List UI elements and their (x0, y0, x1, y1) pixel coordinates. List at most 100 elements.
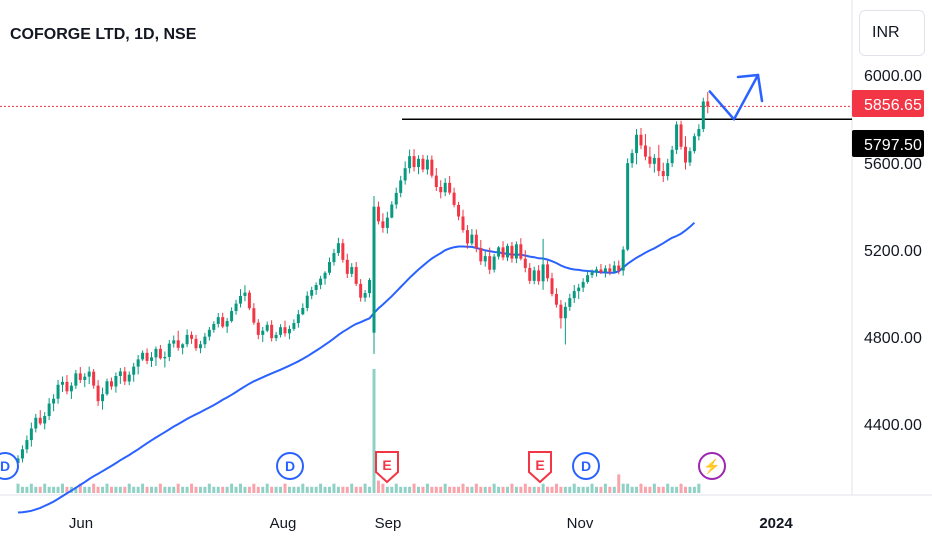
candle-body (283, 327, 287, 334)
volume-bar (612, 486, 616, 493)
currency-selector[interactable]: INR (859, 10, 925, 56)
y-tick: 4800.00 (864, 330, 922, 347)
candle-body (292, 323, 296, 329)
volume-bar (363, 483, 367, 493)
candle-body (123, 371, 127, 382)
volume-bar (56, 486, 60, 493)
y-axis-ticks: 6000.00 5600.00 5200.00 4800.00 4400.00 (864, 68, 922, 434)
volume-bar (274, 486, 278, 493)
dividend-marker[interactable]: D (0, 452, 19, 480)
volume-bar (635, 486, 639, 493)
candle-body (439, 187, 443, 193)
candle-body (563, 306, 567, 319)
candle-body (261, 330, 265, 335)
earnings-icon: E (535, 457, 544, 473)
candle-body (688, 151, 692, 163)
volume-bar (541, 483, 545, 493)
volume-bar (194, 486, 198, 493)
split-marker[interactable]: ⚡ (698, 452, 726, 480)
candle-body (158, 348, 162, 359)
volume-bar (216, 486, 220, 493)
candle-body (145, 352, 149, 361)
candle-body (16, 458, 20, 464)
candle-body (336, 243, 340, 254)
candle-body (465, 230, 469, 244)
candle-body (25, 440, 29, 450)
candle-body (417, 158, 420, 168)
candle-body (270, 324, 274, 339)
candle-body (559, 304, 563, 319)
candles (16, 92, 710, 469)
candle-body (586, 275, 590, 282)
volume-bar (132, 486, 136, 493)
volume-bar (61, 483, 64, 493)
candle-body (34, 417, 38, 429)
volume-bar (688, 486, 692, 493)
volume-bar (652, 483, 656, 493)
volume-bar (528, 486, 532, 493)
volume-bar (492, 483, 496, 493)
volume-bar (461, 483, 465, 493)
candle-body (212, 323, 216, 330)
volume-bar (474, 483, 478, 493)
candle-body (675, 124, 679, 150)
candle-body (532, 270, 536, 281)
volume-bar (417, 486, 420, 493)
volume-bar (212, 486, 216, 493)
volume-bar (176, 483, 180, 493)
volume-bar (523, 483, 527, 493)
earnings-marker[interactable]: E (375, 451, 399, 484)
volume-bar (305, 486, 309, 493)
volume-bar (270, 486, 274, 493)
candle-body (612, 265, 616, 272)
volume-bar (554, 483, 558, 493)
volume-bar (546, 486, 550, 493)
candle-body (630, 153, 634, 164)
x-tick: Aug (270, 515, 297, 532)
event-markers[interactable]: D D E E D ⚡ (0, 451, 726, 484)
volume-bar (145, 486, 149, 493)
candle-body (639, 134, 643, 146)
candle-body (452, 192, 456, 205)
candle-body (483, 256, 487, 262)
candle-body (448, 182, 452, 193)
volume-bar (332, 483, 336, 493)
candle-body (394, 192, 398, 205)
volume-bar (572, 483, 576, 493)
volume-bar (443, 483, 447, 493)
volume-bar (595, 486, 598, 493)
volume-bar (368, 486, 372, 493)
volume-bar (141, 483, 145, 493)
candle-body (38, 417, 42, 424)
volume-bar (181, 486, 185, 493)
candle-body (376, 206, 380, 222)
volume-bar (279, 486, 283, 493)
candle-body (350, 267, 354, 274)
dividend-marker[interactable]: D (572, 452, 600, 480)
volume-bar (510, 483, 514, 493)
volume-bar (550, 486, 554, 493)
volume-bar (283, 483, 287, 493)
candle-body (74, 373, 78, 386)
x-tick: Nov (567, 515, 594, 532)
volume-bar (697, 483, 701, 493)
volume-bar (408, 486, 412, 493)
candle-body (345, 259, 349, 274)
volume-bar (16, 483, 20, 493)
candle-body (635, 134, 639, 154)
volume-bar (434, 486, 438, 493)
projection-arrow[interactable] (708, 73, 760, 121)
candle-body (83, 376, 87, 380)
volume-bar (163, 486, 167, 493)
candle-body (225, 321, 229, 327)
earnings-marker[interactable]: E (528, 451, 552, 484)
candle-body (457, 204, 461, 217)
volume-bar (261, 486, 265, 493)
volume-bar (256, 486, 260, 493)
candle-body (474, 234, 478, 249)
dividend-marker[interactable]: D (276, 452, 304, 480)
candle-body (643, 145, 647, 157)
candle-body (381, 221, 385, 228)
volume-bar (105, 483, 109, 493)
